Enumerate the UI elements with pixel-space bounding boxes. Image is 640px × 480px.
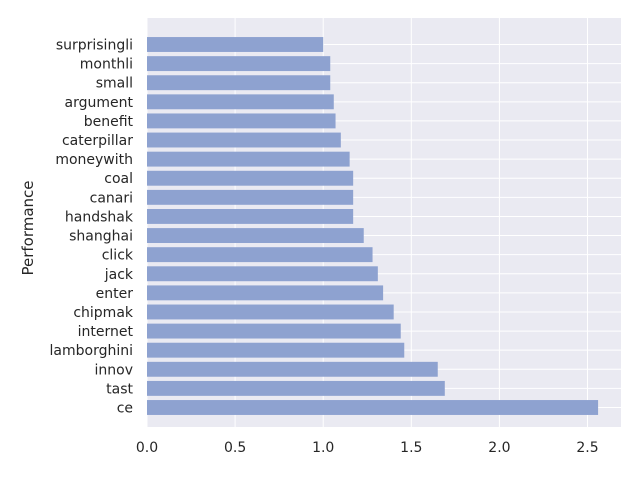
bar-argument — [147, 94, 334, 110]
bar-coal — [147, 170, 354, 186]
bar-caterpillar — [147, 132, 341, 148]
y-tick-label: internet — [78, 324, 134, 340]
y-axis-label: Performance — [19, 180, 37, 275]
y-tick-label: monthli — [80, 57, 133, 73]
bar-jack — [147, 266, 378, 282]
bar-benefit — [147, 113, 336, 129]
y-tick-label: argument — [65, 95, 134, 111]
x-tick-label: 1.5 — [400, 440, 422, 456]
y-tick-label: chipmak — [73, 305, 134, 321]
y-tick-label: surprisingli — [56, 38, 133, 54]
bar-innov — [147, 361, 438, 377]
y-tick-label: benefit — [84, 114, 134, 130]
bars — [147, 37, 599, 415]
y-tick-label: jack — [104, 267, 134, 283]
y-tick-label: shanghai — [69, 229, 133, 245]
bar-tast — [147, 380, 445, 396]
bar-click — [147, 247, 373, 263]
x-tick-label: 2.5 — [576, 440, 598, 456]
bar-monthli — [147, 56, 331, 72]
x-tick-label: 0.5 — [224, 440, 246, 456]
bar-enter — [147, 285, 384, 301]
bar-lamborghini — [147, 342, 405, 358]
bar-chipmak — [147, 304, 394, 320]
y-tick-label: enter — [96, 286, 134, 302]
bar-canari — [147, 189, 354, 205]
x-tick-labels: 0.0 0.5 1.0 1.5 2.0 2.5 — [136, 440, 599, 456]
y-tick-labels: surprisingli monthli small argument benefit c… — [50, 38, 134, 417]
bar-handshak — [147, 208, 354, 224]
y-tick-label: handshak — [65, 209, 134, 225]
x-tick-label: 0.0 — [136, 440, 158, 456]
y-tick-label: click — [102, 248, 134, 264]
bar-moneywith — [147, 151, 350, 167]
x-tick-label: 2.0 — [488, 440, 510, 456]
y-tick-label: moneywith — [55, 152, 133, 168]
y-tick-label: small — [96, 76, 133, 92]
y-tick-label: innov — [95, 362, 134, 378]
y-tick-label: caterpillar — [62, 133, 133, 149]
y-tick-label: tast — [106, 381, 133, 397]
y-tick-label: canari — [90, 190, 133, 206]
bar-shanghai — [147, 228, 364, 244]
bar-internet — [147, 323, 401, 339]
bar-small — [147, 75, 331, 91]
y-tick-label: coal — [104, 171, 133, 187]
y-tick-label: lamborghini — [50, 343, 133, 359]
x-tick-label: 1.0 — [312, 440, 334, 456]
bar-surprisingli — [147, 37, 324, 52]
y-tick-label: ce — [117, 401, 133, 417]
bar-ce — [147, 400, 599, 415]
